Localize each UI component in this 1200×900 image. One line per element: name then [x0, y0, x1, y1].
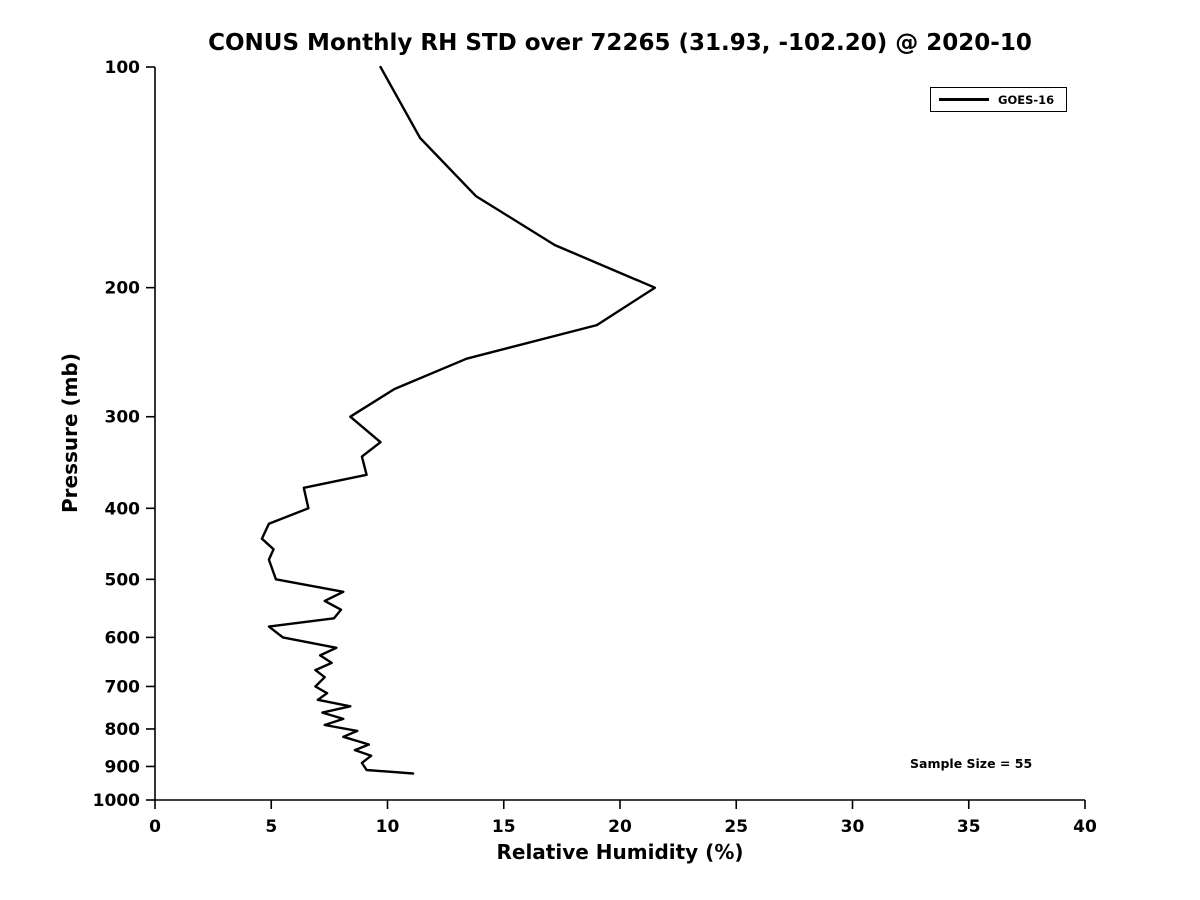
legend: GOES-16	[930, 87, 1067, 112]
y-tick-label: 1000	[93, 791, 140, 811]
y-tick-label: 600	[105, 628, 141, 648]
y-tick-label: 200	[105, 279, 141, 299]
y-tick-label: 400	[105, 499, 141, 519]
y-tick-label: 500	[105, 570, 141, 590]
x-tick-label: 15	[492, 817, 516, 837]
x-tick-label: 35	[957, 817, 981, 837]
x-tick-label: 0	[149, 817, 161, 837]
x-tick-label: 5	[265, 817, 277, 837]
x-tick-label: 25	[724, 817, 748, 837]
legend-line-sample-icon	[939, 98, 989, 101]
legend-series-label: GOES-16	[998, 92, 1055, 107]
y-tick-label: 700	[105, 677, 141, 697]
x-tick-label: 40	[1073, 817, 1097, 837]
y-tick-label: 900	[105, 757, 141, 777]
y-tick-label: 800	[105, 720, 141, 740]
series-line-goes-16	[260, 65, 657, 775]
y-tick-label: 100	[105, 58, 141, 78]
x-tick-label: 10	[376, 817, 400, 837]
chart-title: CONUS Monthly RH STD over 72265 (31.93, …	[208, 30, 1032, 56]
sample-size-annotation: Sample Size = 55	[910, 756, 1033, 771]
x-tick-label: 30	[841, 817, 865, 837]
x-axis-label: Relative Humidity (%)	[496, 840, 744, 864]
y-tick-label: 300	[105, 408, 141, 428]
x-tick-label: 20	[608, 817, 632, 837]
